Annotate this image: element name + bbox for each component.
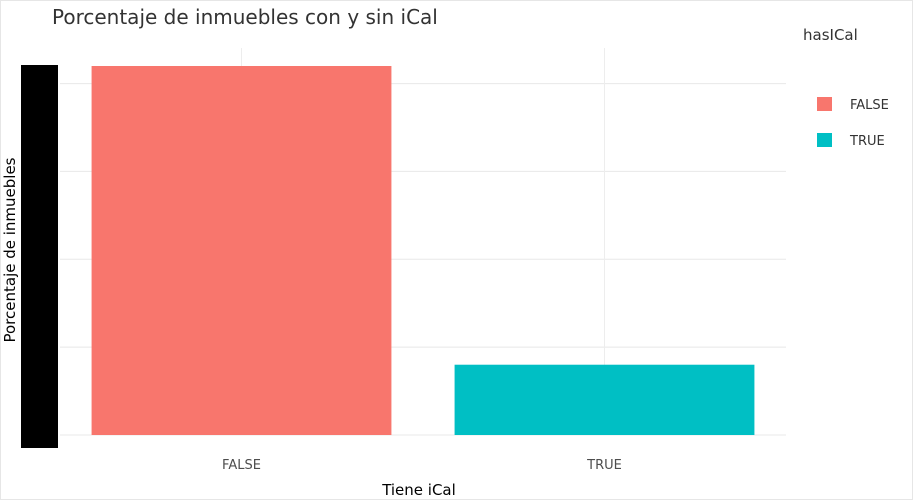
y-axis-tick-label-redaction [21, 65, 58, 448]
legend-label: FALSE [850, 98, 889, 113]
x-tick-label: TRUE [586, 458, 622, 473]
y-axis-label: Porcentaje de inmuebles [1, 157, 19, 342]
x-tick-labels: FALSE TRUE [222, 458, 622, 473]
chart-title: Porcentaje de inmuebles con y sin iCal [52, 5, 438, 29]
legend-swatch [817, 133, 832, 147]
legend-swatch [817, 97, 832, 111]
legend: hasICal FALSE TRUE [803, 26, 889, 149]
legend-title: hasICal [803, 26, 858, 44]
legend-items: FALSE TRUE [817, 97, 889, 149]
bar-false[interactable] [91, 66, 392, 435]
bar-true[interactable] [454, 364, 755, 435]
legend-label: TRUE [849, 134, 885, 149]
x-tick-label: FALSE [222, 458, 261, 473]
bars [91, 66, 755, 435]
x-axis-label: Tiene iCal [381, 481, 456, 499]
